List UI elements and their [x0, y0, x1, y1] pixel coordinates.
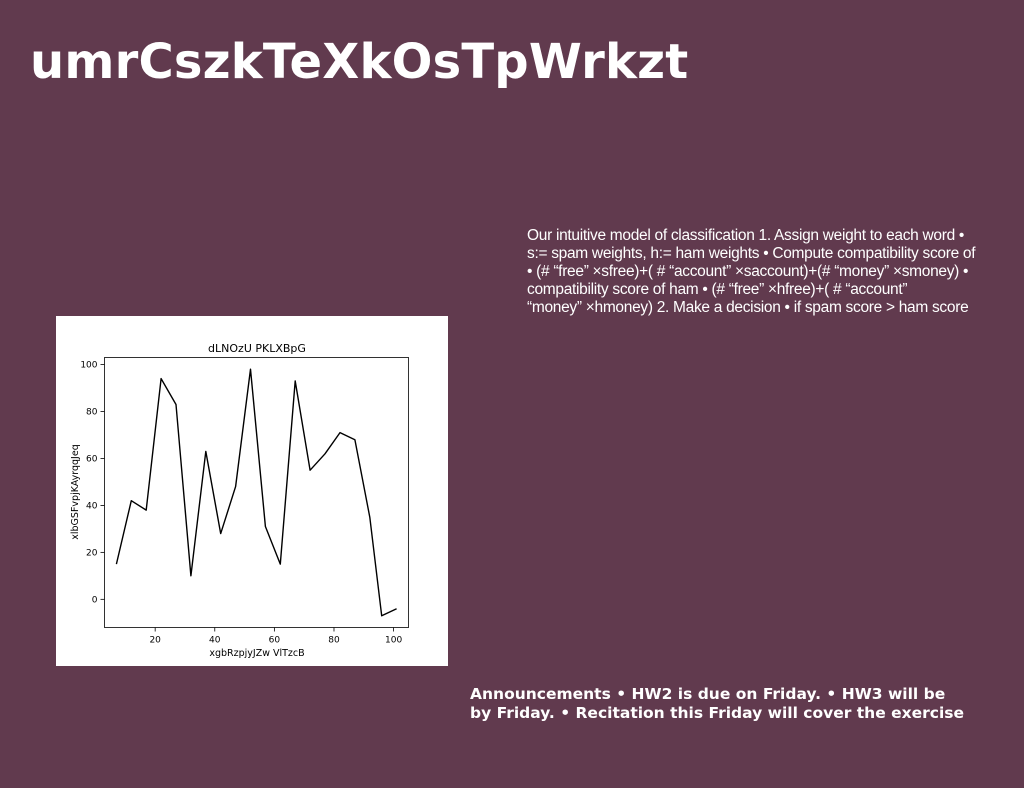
y-tick-label: 60: [86, 455, 98, 465]
plot-area-frame: [104, 357, 409, 628]
announcements-text: Announcements • HW2 is due on Friday. • …: [470, 685, 965, 722]
y-axis-label: xlbGSFvpjKAyrqqJeq: [70, 444, 81, 539]
x-axis-ticks: 20 40 60 80 100: [149, 627, 402, 646]
classification-model-text: Our intuitive model of classification 1.…: [527, 227, 976, 316]
y-tick-label: 20: [86, 549, 98, 559]
series-line: [115, 368, 397, 617]
y-tick-label: 40: [86, 502, 98, 512]
y-tick-label: 0: [92, 596, 98, 606]
y-axis-ticks: 0 20 40 60 80 100: [80, 361, 105, 606]
x-tick-label: 80: [328, 636, 340, 646]
x-axis-label: xgbRzpjyJZw VlTzcB: [209, 648, 304, 659]
chart-title: dLNOzU PKLXBpG: [208, 342, 306, 355]
x-tick-label: 40: [209, 636, 221, 646]
line-chart-panel: dLNOzU PKLXBpG 0 20 40 60 80 100 20 40 60 80 100 …: [56, 316, 448, 666]
x-tick-label: 20: [149, 636, 161, 646]
y-tick-label: 80: [86, 408, 98, 418]
y-tick-label: 100: [80, 361, 97, 371]
x-tick-label: 60: [269, 636, 281, 646]
slide-title: umrCszkTeXkOsTpWrkzt: [30, 34, 689, 90]
x-tick-label: 100: [385, 636, 402, 646]
